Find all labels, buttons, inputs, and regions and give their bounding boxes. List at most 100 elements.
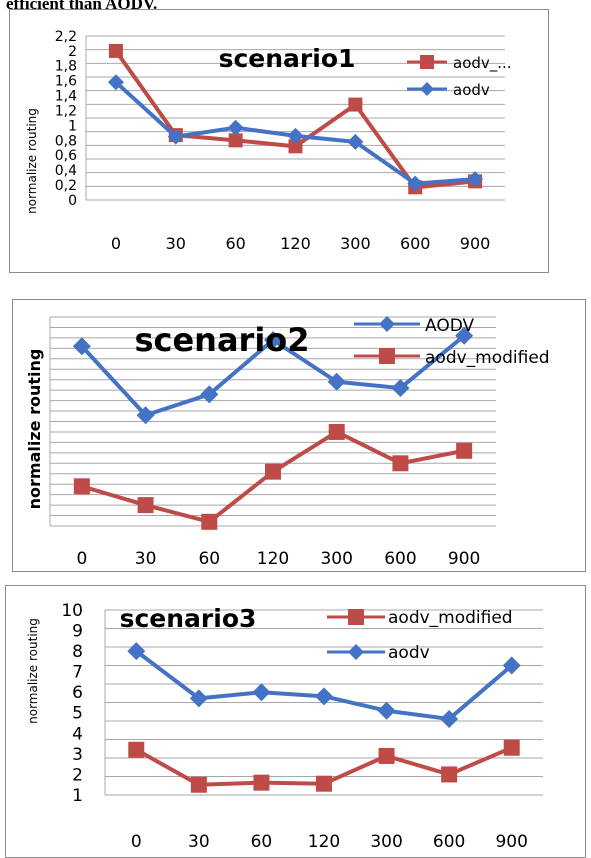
series-lines (127, 642, 521, 793)
y-tick-label: 2 (68, 44, 77, 60)
data-point-square (128, 741, 145, 758)
y-tick-label: 10 (61, 601, 83, 621)
legend-label-series-1: AODV (425, 316, 475, 336)
y-tick-label: 0,8 (55, 133, 77, 149)
chart-border (9, 9, 549, 273)
data-point-diamond (467, 171, 484, 188)
legend-marker-diamond (348, 644, 364, 660)
y-tick-label: 1 (72, 786, 83, 806)
x-ticks: 0 30 60 120 300 600 900 (76, 549, 480, 569)
y-tick-label: 3 (72, 745, 83, 765)
x-tick-label: 600 (433, 832, 465, 852)
y-tick-label: 1,4 (55, 89, 77, 105)
legend-marker-square (348, 609, 364, 625)
data-point-square (228, 133, 243, 148)
data-point-diamond (455, 326, 474, 345)
x-tick-label: 60 (225, 234, 245, 253)
data-point-square (265, 463, 281, 480)
data-point-diamond (287, 127, 304, 144)
x-tick-label: 900 (460, 234, 491, 253)
legend-marker-square (379, 348, 395, 364)
y-axis-label: normalize routing (26, 618, 40, 724)
x-tick-label: 900 (448, 549, 480, 569)
x-tick-label: 60 (251, 832, 273, 852)
data-point-diamond (327, 372, 346, 391)
x-ticks: 0 30 60 120 300 600 900 (131, 832, 528, 852)
data-point-square (392, 455, 409, 472)
x-tick-label: 60 (198, 549, 220, 569)
legend: AODV aodv_modified (354, 316, 550, 368)
y-tick-label: 0,6 (55, 148, 77, 164)
legend: aodv_modified aodv (327, 608, 513, 663)
data-point-square (73, 478, 90, 495)
y-tick-label: 2 (72, 765, 83, 785)
x-tick-label: 30 (188, 832, 210, 852)
legend-marker-square (420, 55, 434, 69)
y-tick-label: 6 (72, 683, 83, 703)
data-point-diamond (502, 656, 521, 675)
series-lines (72, 326, 474, 530)
data-point-square (316, 775, 332, 792)
y-tick-label: 2,2 (55, 29, 77, 45)
data-point-diamond (136, 406, 155, 425)
y-tick-label: 1,8 (55, 59, 77, 75)
x-tick-label: 30 (166, 234, 186, 253)
legend-label-series-2: aodv_modified (425, 348, 550, 368)
y-tick-label: 0 (68, 193, 77, 209)
y-tick-label: 1 (68, 118, 77, 134)
y-axis-label: normalize routing (25, 108, 39, 214)
y-tick-label: 5 (72, 704, 83, 724)
legend-label-series-2: aodv (453, 81, 490, 99)
y-tick-label: 8 (72, 642, 83, 662)
gridlines (85, 35, 505, 201)
data-point-square (201, 513, 218, 530)
x-tick-label: 0 (131, 832, 142, 852)
y-tick-label: 1,2 (55, 103, 77, 119)
x-tick-label: 0 (111, 234, 121, 253)
legend-label-series-1: aodv_... (453, 54, 512, 73)
data-point-square (108, 43, 123, 58)
chart-scenario1: 00,20,40,60,811,21,41,61,822,2 0 30 60 120 3… (9, 9, 549, 273)
y-tick-label: 7 (72, 663, 83, 683)
x-tick-label: 120 (257, 549, 289, 569)
y-tick-label: 9 (72, 622, 83, 642)
data-point-diamond (315, 687, 333, 706)
data-point-square (190, 776, 207, 793)
legend-label-series-1: aodv_modified (388, 608, 513, 628)
legend-label-series-2: aodv (388, 643, 430, 663)
x-tick-label: 300 (370, 832, 402, 852)
data-point-diamond (107, 74, 124, 91)
x-tick-label: 30 (135, 549, 157, 569)
series-lines (107, 43, 484, 195)
data-point-square (348, 97, 363, 112)
chart-title: scenario3 (120, 604, 257, 633)
data-point-diamond (391, 379, 410, 398)
y-tick-label: 0,4 (55, 163, 77, 179)
data-point-square (253, 774, 270, 791)
data-point-square (137, 497, 154, 514)
chart-scenario2: 0 30 60 120 300 600 900 scenario2 normalize ro… (12, 299, 586, 572)
data-point-diamond (72, 337, 91, 356)
x-tick-label: 900 (495, 832, 527, 852)
data-point-diamond (407, 175, 424, 192)
chart-title: scenario1 (219, 44, 356, 73)
x-tick-label: 600 (384, 549, 416, 569)
data-point-square (328, 423, 345, 440)
data-point-diamond (189, 689, 208, 708)
x-ticks: 0 30 60 120 300 600 900 (111, 234, 491, 253)
x-tick-label: 0 (76, 549, 87, 569)
x-tick-label: 300 (320, 549, 352, 569)
legend-marker-diamond (420, 82, 434, 96)
data-point-diamond (200, 385, 219, 404)
data-point-diamond (347, 133, 364, 150)
x-tick-label: 120 (308, 832, 340, 852)
data-point-diamond (227, 119, 244, 136)
data-point-square (503, 739, 520, 756)
y-ticks: 00,20,40,60,811,21,41,61,822,2 (55, 29, 77, 209)
y-axis-label: normalize routing (25, 349, 44, 510)
data-point-diamond (127, 642, 146, 661)
y-tick-label: 4 (72, 724, 83, 744)
data-point-square (378, 747, 395, 764)
